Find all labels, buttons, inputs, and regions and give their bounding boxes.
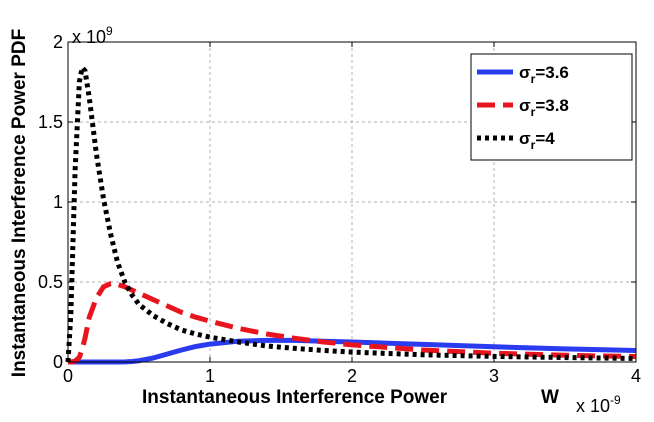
x-tick-label-1: 1	[205, 366, 215, 386]
x-exponent: x 10-9	[576, 393, 621, 416]
x-axis-label: Instantaneous Interference Power	[142, 387, 448, 408]
x-axis-unit: W	[541, 387, 559, 408]
x-tick-label-3: 3	[489, 366, 499, 386]
grid-lines	[68, 42, 636, 362]
legend-label-0: σr=3.6	[519, 63, 569, 86]
y-axis-label: Instantaneous Interference Power PDF	[9, 29, 30, 377]
legend: σr=3.6 σr=3.8 σr=4	[470, 53, 633, 161]
y-tick-label-0: 0	[53, 352, 63, 372]
legend-label-1: σr=3.8	[519, 96, 569, 119]
y-tick-labels: 0 0.5 1 1.5 2	[38, 32, 63, 372]
y-tick-label-1: 0.5	[38, 272, 63, 292]
tick-marks	[67, 41, 637, 363]
legend-label-2: σr=4	[519, 129, 555, 152]
x-tick-label-0: 0	[63, 366, 73, 386]
series-line-1	[68, 281, 637, 365]
y-exponent: x 109	[72, 24, 113, 47]
x-tick-label-2: 2	[347, 366, 357, 386]
x-tick-label-4: 4	[631, 366, 641, 386]
series-line-2	[65, 65, 637, 363]
y-tick-label-2: 1	[53, 192, 63, 212]
y-tick-label-4: 2	[53, 32, 63, 52]
x-tick-labels: 0 1 2 3 4	[63, 366, 641, 386]
y-tick-label-3: 1.5	[38, 112, 63, 132]
